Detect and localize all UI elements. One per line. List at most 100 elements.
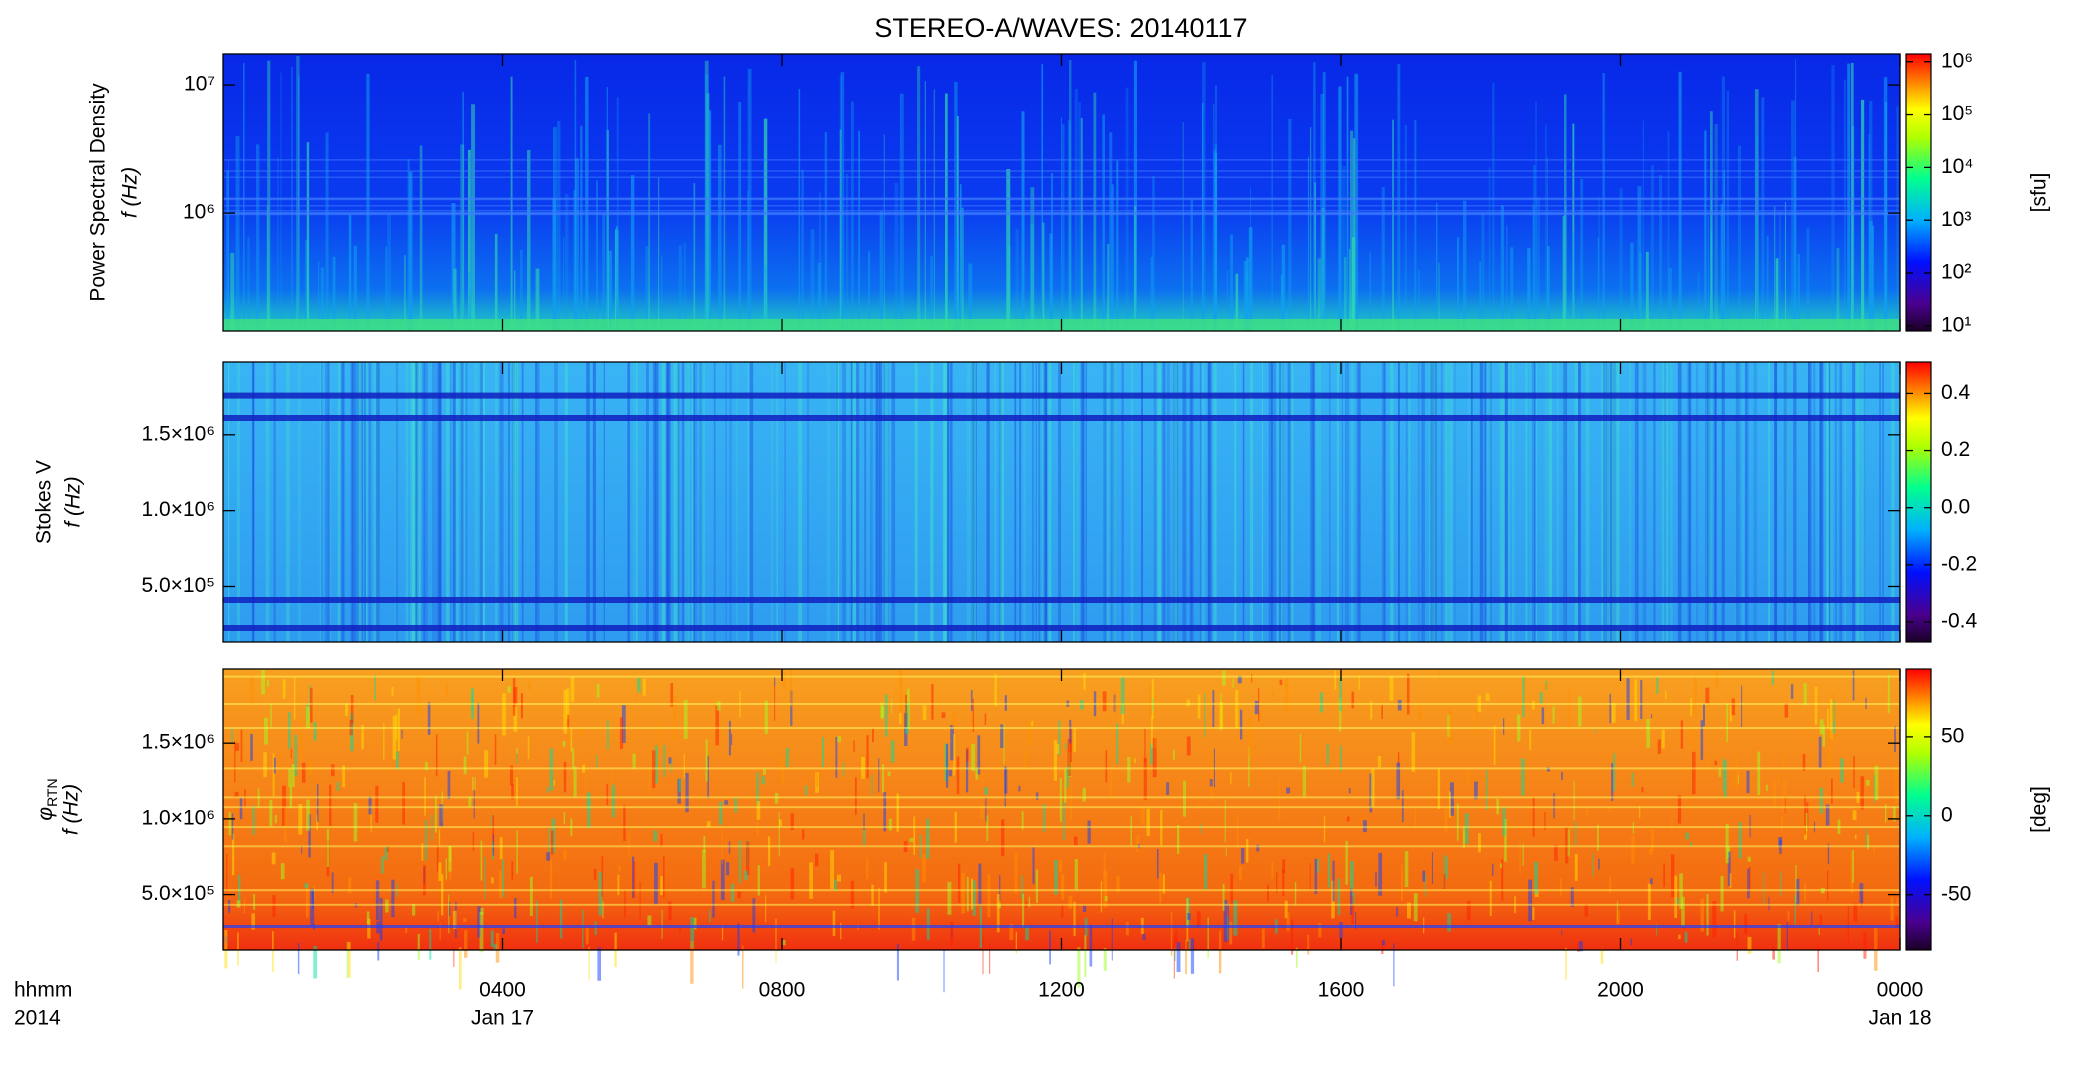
spectrogram-texture xyxy=(267,60,271,331)
spectrogram-texture xyxy=(594,921,597,935)
spectrogram-texture xyxy=(1772,946,1776,960)
spectrogram-texture xyxy=(1466,900,1471,921)
spectrogram-texture xyxy=(1357,362,1361,642)
spectrogram-texture xyxy=(1014,362,1017,642)
spectrogram-texture xyxy=(1668,268,1672,331)
spectrogram-texture xyxy=(1431,852,1433,884)
spectrogram-texture xyxy=(1422,870,1426,882)
spectrogram-texture xyxy=(1690,727,1695,750)
spectrogram-texture xyxy=(611,784,615,818)
x-tick-label: 2000 xyxy=(1597,979,1644,1002)
spectrogram-texture xyxy=(1485,693,1490,701)
spectrogram-texture xyxy=(405,927,408,933)
spectrogram-texture xyxy=(1640,679,1643,720)
spectrogram-texture xyxy=(1351,691,1355,709)
x-tick-label: 1200 xyxy=(1038,979,1085,1002)
spectrogram-texture xyxy=(1208,362,1212,642)
spectrogram-texture xyxy=(402,782,405,825)
spectrogram-texture xyxy=(291,764,295,787)
spectrogram-texture xyxy=(370,804,372,833)
spectrogram-texture xyxy=(1282,859,1286,874)
spectrogram-texture xyxy=(1332,860,1335,902)
spectrogram-texture xyxy=(1554,844,1558,862)
spectrogram-texture xyxy=(288,768,292,788)
spectrogram-texture xyxy=(529,876,533,916)
spectrogram-texture xyxy=(790,690,793,726)
spectrogram-texture xyxy=(243,898,246,914)
spectrogram-texture xyxy=(358,362,362,642)
spectrogram-texture xyxy=(1084,935,1087,977)
spectrogram-texture xyxy=(730,883,735,903)
spectrogram-texture xyxy=(1737,362,1741,642)
spectrogram-texture xyxy=(1151,716,1153,749)
colorbar-tick-label: 10¹ xyxy=(1941,313,1971,336)
spectrogram-texture xyxy=(603,362,605,642)
spectrogram-texture xyxy=(528,682,532,690)
spectrogram-texture xyxy=(1657,739,1661,754)
spectrogram-texture xyxy=(1639,252,1642,331)
spectrogram-texture xyxy=(484,856,486,900)
colorbar-tick-label: -50 xyxy=(1941,882,1971,905)
spectrogram-texture xyxy=(479,911,484,953)
spectrogram-texture xyxy=(1396,907,1399,917)
spectrogram-texture xyxy=(460,362,464,642)
spectrogram-texture xyxy=(1811,911,1813,926)
spectrogram-texture xyxy=(701,362,705,642)
spectrogram-texture xyxy=(1018,785,1021,792)
colorbar-tick-label: 10³ xyxy=(1941,208,1971,231)
spectrogram-texture xyxy=(1006,169,1011,331)
spectrogram-texture xyxy=(842,362,846,642)
spectrogram-texture xyxy=(1731,698,1736,716)
spectrogram-texture xyxy=(290,748,292,759)
spectrogram-texture xyxy=(1189,362,1192,642)
spectrogram-texture xyxy=(1408,362,1411,642)
spectrogram-texture xyxy=(1041,362,1045,642)
spectrogram-texture xyxy=(716,701,721,711)
spectrogram-texture xyxy=(1172,749,1175,760)
spectrogram-texture xyxy=(1570,887,1574,907)
spectrogram-texture xyxy=(994,674,997,707)
spectrogram-texture xyxy=(1639,805,1641,819)
spectrogram-texture xyxy=(1103,852,1106,878)
spectrogram-texture xyxy=(1819,719,1824,735)
spectrogram-texture xyxy=(776,362,778,642)
spectrogram-texture xyxy=(345,703,349,717)
spectrogram-texture xyxy=(1443,854,1445,889)
spectrogram-texture xyxy=(1044,362,1047,642)
spectrogram-texture xyxy=(1678,71,1682,331)
spectrogram-texture xyxy=(1337,878,1341,916)
spectrogram-texture xyxy=(1418,269,1420,331)
spectrogram-texture xyxy=(452,362,456,642)
spectrogram-texture xyxy=(713,362,716,642)
spectrogram-texture xyxy=(1741,685,1743,728)
spectrogram-texture xyxy=(637,678,641,693)
spectrogram-texture xyxy=(474,362,478,642)
spectrogram-texture xyxy=(737,923,740,956)
spectrogram-texture xyxy=(1775,258,1779,331)
spectrogram-texture xyxy=(953,734,956,776)
spectrogram-texture xyxy=(368,362,372,642)
spectrogram-texture xyxy=(417,933,420,960)
spectrogram-texture xyxy=(836,874,841,882)
spectrogram-texture xyxy=(815,853,819,867)
spectrogram-texture xyxy=(1568,688,1571,730)
spectrogram-texture xyxy=(1049,233,1053,331)
spectrogram-texture xyxy=(1212,690,1215,728)
spectrogram-texture xyxy=(984,787,989,796)
spectrogram-texture xyxy=(1323,816,1326,843)
spectrogram-texture xyxy=(952,710,956,729)
spectrogram-texture xyxy=(949,362,953,642)
spectrogram-texture xyxy=(911,917,916,941)
spectrogram-texture xyxy=(550,859,553,899)
spectrogram-texture xyxy=(223,213,1900,216)
spectrogram-texture xyxy=(1812,362,1816,642)
spectrogram-texture xyxy=(280,753,283,775)
spectrogram-texture xyxy=(736,362,738,642)
spectrogram-texture xyxy=(1224,799,1226,843)
spectrogram-texture xyxy=(1859,883,1864,904)
spectrogram-texture xyxy=(223,625,1900,631)
spectrogram-texture xyxy=(1832,694,1835,722)
spectrogram-texture xyxy=(1457,237,1459,331)
spectrogram-texture xyxy=(1201,103,1204,331)
spectrogram-texture xyxy=(1795,865,1797,903)
